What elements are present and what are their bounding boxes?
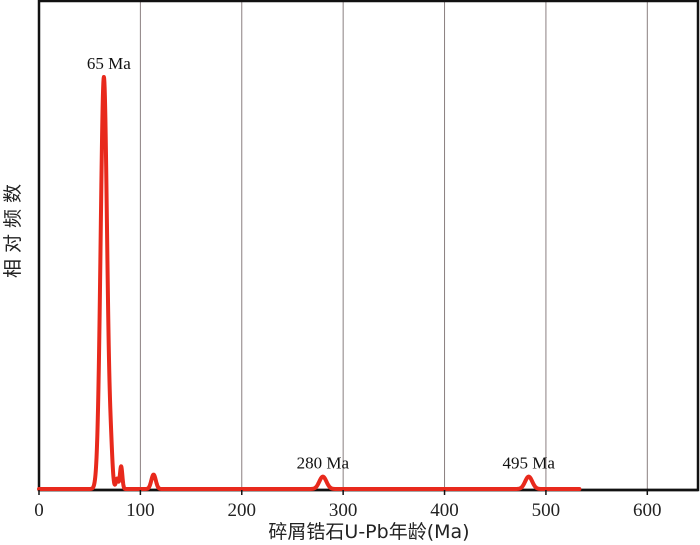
frequency-curve-group	[37, 75, 582, 491]
x-axis-title: 碎屑锆石U-Pb年龄(Ma)	[268, 521, 469, 543]
tick-label-300: 300	[329, 500, 358, 521]
peak-annotations: 65 Ma 280 Ma 495 Ma	[87, 54, 555, 473]
tick-label-500: 500	[532, 500, 561, 521]
tick-label-600: 600	[633, 500, 662, 521]
plot-frame	[37, 0, 700, 492]
y-axis-title: 相对频数	[2, 178, 24, 278]
tick-label-0: 0	[34, 500, 44, 521]
peak-label-1: 280 Ma	[297, 454, 350, 473]
tick-label-200: 200	[228, 500, 257, 521]
peak-label-2: 495 Ma	[502, 454, 555, 473]
x-axis-ticks: 0 100 200 300 400 500 600	[34, 490, 662, 521]
tick-label-400: 400	[430, 500, 459, 521]
frequency-curve	[37, 75, 582, 491]
peak-label-0: 65 Ma	[87, 54, 131, 73]
vertical-gridlines	[139, 1, 648, 490]
tick-label-100: 100	[126, 500, 155, 521]
